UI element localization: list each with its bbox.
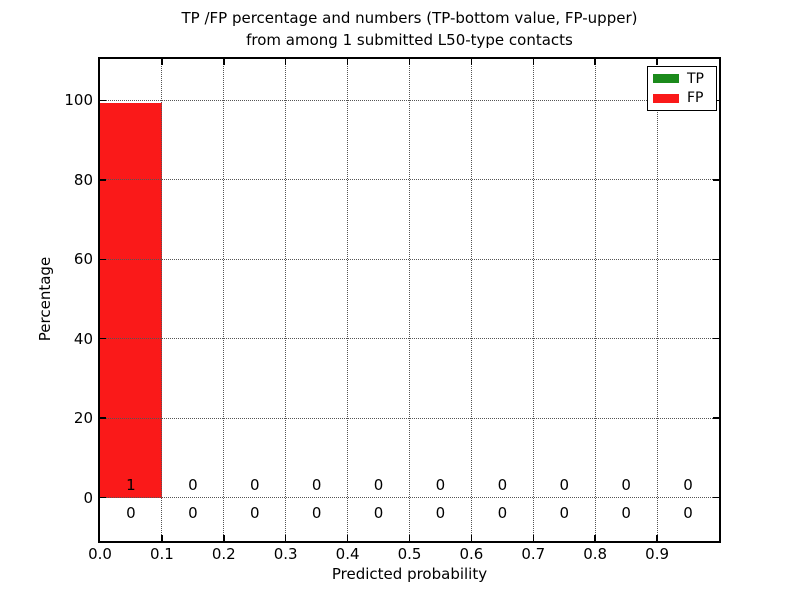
tick-mark-y <box>713 337 719 340</box>
y-tick-label: 80 <box>73 170 93 189</box>
gridline-y <box>100 179 719 181</box>
count-label-fp: 0 <box>621 475 631 494</box>
gridline-y <box>100 338 719 340</box>
x-tick-label: 0.1 <box>149 545 174 563</box>
tick-mark-x <box>223 535 225 541</box>
x-tick-label: 0.9 <box>645 545 670 563</box>
count-label-fp: 0 <box>559 475 570 494</box>
tick-mark-x <box>408 535 411 541</box>
count-label-tp: 0 <box>249 503 260 522</box>
count-label-fp: 0 <box>683 475 693 494</box>
legend-swatch-tp <box>653 74 679 84</box>
tick-mark-x <box>470 535 473 541</box>
chart-title-line1: TP /FP percentage and numbers (TP-bottom… <box>181 9 638 27</box>
tick-mark-y <box>713 179 719 181</box>
count-label-tp: 0 <box>559 503 570 522</box>
x-tick-label: 0.2 <box>211 545 236 563</box>
legend-label: TP <box>687 70 704 87</box>
count-label-fp: 0 <box>311 475 322 494</box>
gridline-x <box>470 59 472 541</box>
x-tick-label: 0.5 <box>397 545 422 563</box>
y-tick-label: 60 <box>73 250 93 269</box>
legend-swatch-fp <box>653 93 679 103</box>
x-tick-label: 0.3 <box>273 545 298 563</box>
tick-mark-x <box>532 535 535 541</box>
tick-mark-x <box>346 59 349 65</box>
tick-mark-x <box>656 59 658 65</box>
x-axis-label: Predicted probability <box>331 565 488 583</box>
chart-title-line2: from among 1 submitted L50-type contacts <box>246 31 573 49</box>
gridline-y <box>100 258 719 260</box>
count-label-tp: 0 <box>311 503 322 522</box>
gridline-x <box>223 59 225 541</box>
tick-mark-x <box>594 535 596 541</box>
count-label-tp: 0 <box>683 503 693 522</box>
gridline-x <box>409 59 410 541</box>
tick-mark-x <box>656 535 658 541</box>
count-label-tp: 0 <box>435 503 446 522</box>
y-tick-label: 40 <box>73 329 93 348</box>
tick-mark-y <box>713 496 719 499</box>
gridline-x <box>532 59 534 541</box>
y-tick-label: 0 <box>83 488 93 507</box>
tick-mark-y <box>713 258 719 261</box>
count-label-fp: 0 <box>249 475 260 494</box>
legend: TP FP <box>647 66 717 111</box>
count-label-tp: 0 <box>188 503 198 522</box>
gridline-x <box>656 59 658 541</box>
count-label-tp: 0 <box>621 503 631 522</box>
count-label-tp: 0 <box>126 503 136 522</box>
gridline-y <box>100 497 719 499</box>
x-tick-label: 0.6 <box>459 545 484 563</box>
tick-mark-x <box>223 59 225 65</box>
tick-mark-x <box>532 59 535 65</box>
gridline-x <box>347 59 349 541</box>
plot-area: 0 0 0 0 0 0 0 0 0 0 1 0 0 0 0 0 0 0 0 0 <box>100 59 719 541</box>
tick-mark-x <box>346 535 349 541</box>
tick-mark-y <box>713 417 719 419</box>
gridline-y <box>100 417 719 419</box>
tick-mark-x <box>594 59 596 65</box>
count-label-fp: 0 <box>188 475 198 494</box>
x-tick-label: 0.8 <box>583 545 608 563</box>
count-label-fp: 0 <box>497 475 508 494</box>
x-tick-label: 0.4 <box>335 545 360 563</box>
x-tick-label: 0.7 <box>521 545 546 563</box>
count-label-fp: 0 <box>373 475 384 494</box>
chart-title: TP /FP percentage and numbers (TP-bottom… <box>98 7 721 51</box>
count-label-fp: 1 <box>126 475 136 494</box>
gridline-x <box>285 59 287 541</box>
plot-frame: 0 0 0 0 0 0 0 0 0 0 1 0 0 0 0 0 0 0 0 0 <box>98 57 721 543</box>
count-label-tp: 0 <box>373 503 384 522</box>
count-label-fp: 0 <box>435 475 446 494</box>
legend-item-fp: FP <box>653 90 711 106</box>
tick-mark-x <box>408 59 411 65</box>
bar-fp-0 <box>100 103 162 498</box>
gridline-x <box>161 59 163 541</box>
tick-mark-x <box>284 59 287 65</box>
tick-mark-x <box>161 59 163 65</box>
tick-mark-y <box>100 258 106 261</box>
tick-mark-y <box>100 496 106 499</box>
tick-mark-y <box>100 337 106 340</box>
tick-mark-y <box>100 179 106 181</box>
y-tick-label: 100 <box>64 91 93 110</box>
legend-item-tp: TP <box>653 71 711 87</box>
tick-mark-x <box>470 59 473 65</box>
count-label-tp: 0 <box>497 503 508 522</box>
x-tick-label: 0.0 <box>88 545 112 563</box>
gridline-y <box>100 99 719 101</box>
legend-label: FP <box>687 90 704 107</box>
gridline-x <box>594 59 596 541</box>
tick-mark-y <box>100 417 106 419</box>
tick-mark-x <box>161 535 163 541</box>
y-tick-label: 20 <box>73 409 93 428</box>
y-axis-label: Percentage <box>36 256 54 342</box>
tick-mark-y <box>100 99 106 102</box>
tick-mark-x <box>284 535 287 541</box>
